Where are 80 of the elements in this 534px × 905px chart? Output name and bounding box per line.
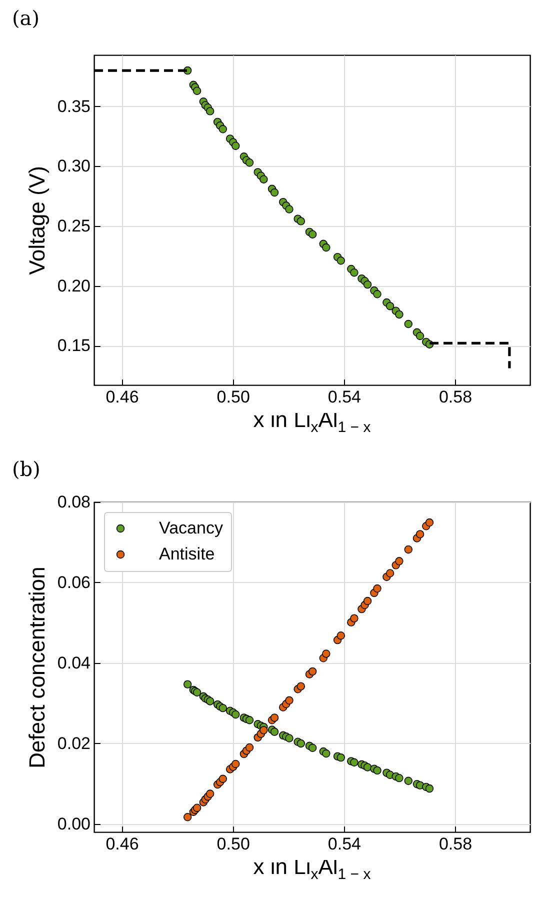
point [232, 710, 240, 719]
y-tick-label: 0.00 [57, 814, 90, 834]
point [336, 753, 345, 762]
point [218, 774, 227, 783]
point [373, 766, 382, 775]
point [322, 650, 330, 658]
point [404, 776, 412, 785]
point [218, 704, 227, 712]
y-axis-title: Defect concentration [24, 566, 50, 768]
legend-label: Antisite [159, 544, 215, 564]
chart-title: (b) [12, 457, 40, 481]
x-tick-label: 0.46 [106, 388, 139, 406]
point [350, 758, 358, 766]
point [404, 545, 412, 554]
point [232, 760, 240, 768]
point [206, 697, 214, 706]
point [183, 813, 192, 822]
point [395, 310, 404, 319]
point [386, 302, 394, 310]
point [395, 557, 404, 566]
point [336, 632, 345, 640]
point [245, 158, 254, 167]
legend-label: Vacancy [159, 518, 224, 538]
point [416, 332, 424, 340]
point [322, 749, 330, 758]
point [260, 175, 268, 184]
point [395, 774, 404, 782]
y-tick-label: 0.35 [57, 96, 90, 116]
y-axis-title: Voltage (V) [24, 166, 50, 275]
point [183, 680, 192, 688]
point [308, 667, 317, 676]
point [270, 728, 279, 736]
point [416, 530, 424, 538]
point [308, 230, 317, 238]
point [363, 280, 372, 289]
point [363, 763, 372, 772]
x-tick-label: 0.58 [438, 388, 472, 406]
point [232, 142, 240, 150]
point [206, 790, 214, 798]
point [260, 726, 268, 734]
x-tick-label: 0.54 [328, 834, 361, 854]
point [322, 243, 330, 252]
point [270, 714, 279, 722]
point [386, 569, 394, 578]
point [404, 320, 412, 328]
point [425, 518, 434, 527]
point [296, 217, 305, 226]
x-tick-label: 0.50 [216, 388, 250, 406]
y-tick-label: 0.06 [57, 572, 90, 592]
point [245, 743, 254, 752]
point [245, 716, 254, 724]
point [363, 596, 372, 606]
point [350, 268, 358, 277]
chart-title: (a) [11, 5, 41, 32]
y-tick-label: 0.02 [57, 734, 90, 753]
point [218, 125, 227, 134]
y-tick-label: 0.25 [57, 216, 90, 236]
y-tick-label: 0.15 [57, 336, 90, 356]
point [373, 584, 382, 593]
point [373, 290, 382, 298]
x-tick-label: 0.58 [438, 834, 472, 854]
x-tick-label: 0.54 [328, 388, 361, 406]
point [192, 86, 202, 95]
y-tick-label: 0.08 [57, 492, 90, 512]
point [285, 696, 294, 705]
point [270, 188, 279, 197]
point [350, 614, 358, 622]
y-tick-label: 0.30 [57, 156, 90, 176]
point [308, 744, 317, 752]
point [285, 734, 294, 742]
x-tick-label: 0.46 [106, 834, 139, 854]
y-tick-label: 0.20 [57, 276, 90, 296]
point [425, 784, 434, 793]
point [336, 256, 345, 265]
x-tick-label: 0.50 [216, 834, 250, 854]
point [296, 739, 305, 748]
point [206, 107, 214, 116]
point [285, 205, 294, 214]
point [296, 682, 305, 690]
y-tick-label: 0.04 [57, 653, 90, 672]
